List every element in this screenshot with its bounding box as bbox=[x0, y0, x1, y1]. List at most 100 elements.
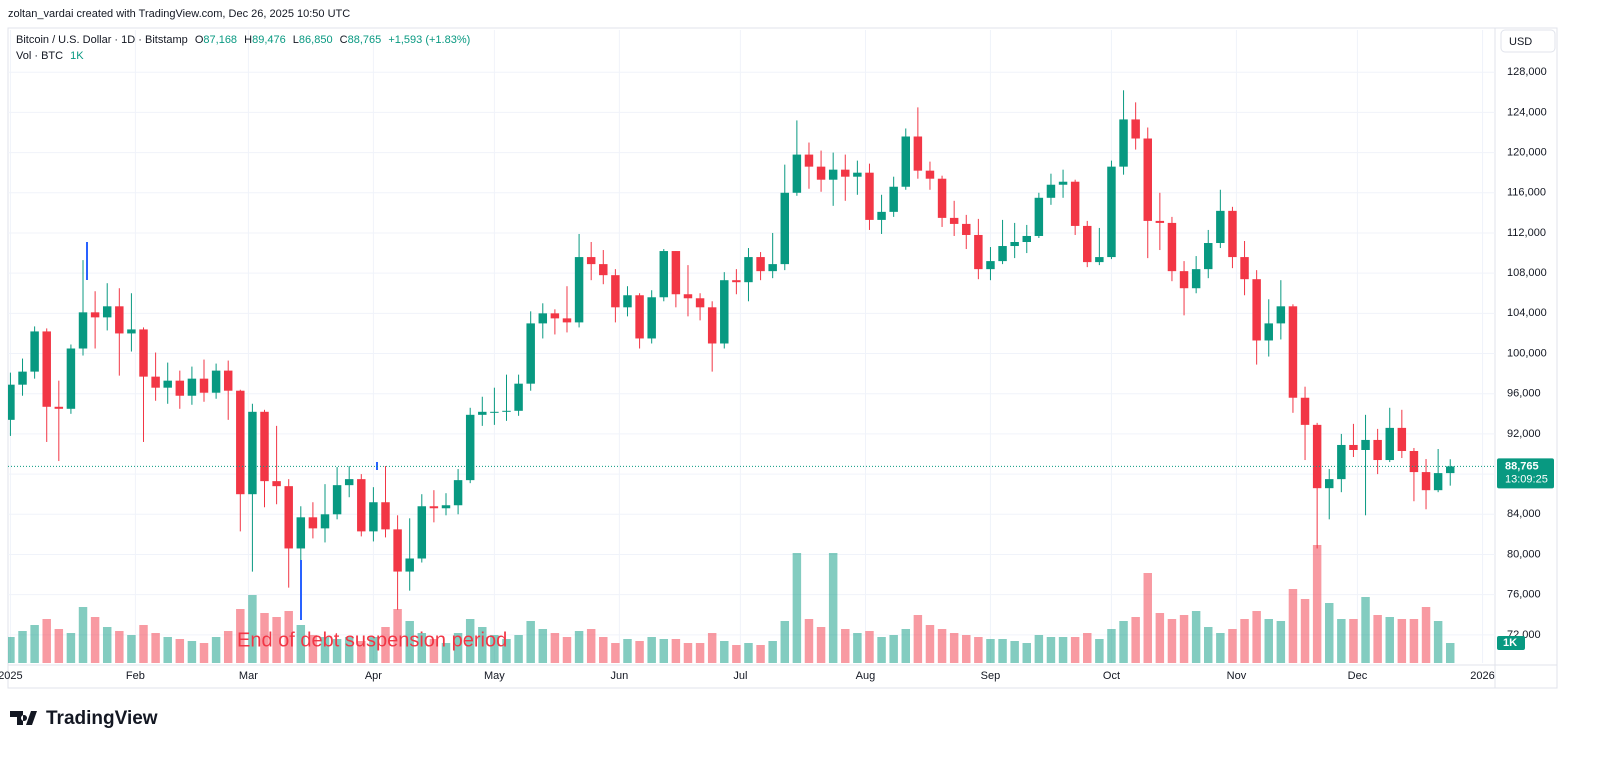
chart-frame bbox=[7, 27, 1558, 689]
volume-bar bbox=[1373, 615, 1382, 663]
volume-bar bbox=[1058, 637, 1068, 663]
brand: TradingView bbox=[46, 708, 158, 729]
currency[interactable]: USD bbox=[1509, 36, 1532, 48]
y-tick-label: 84,000 bbox=[1507, 508, 1541, 520]
volume-bar bbox=[744, 643, 753, 663]
candle-body bbox=[1083, 225, 1092, 263]
volume-bar bbox=[1397, 619, 1407, 663]
volume-bar bbox=[465, 619, 475, 663]
candle-body bbox=[586, 257, 596, 265]
volume-bar bbox=[1409, 619, 1419, 663]
candle-body bbox=[877, 211, 886, 220]
candle-body bbox=[102, 306, 112, 318]
volume-bar bbox=[1325, 603, 1334, 663]
candle-body bbox=[284, 486, 293, 549]
candle-body bbox=[405, 558, 414, 572]
volume-bar bbox=[1385, 617, 1394, 663]
candle-body bbox=[1385, 427, 1394, 461]
candle-body bbox=[1325, 479, 1334, 489]
candle-body bbox=[42, 331, 51, 407]
candle-body bbox=[949, 217, 959, 224]
x-tick-label: Mar bbox=[239, 670, 258, 682]
y-tick-label: 108,000 bbox=[1507, 267, 1547, 279]
volume-bar bbox=[768, 641, 777, 663]
candle-body bbox=[974, 234, 983, 270]
volume-bar bbox=[18, 631, 27, 663]
volume-bar bbox=[1337, 619, 1346, 663]
y-tick-label: 96,000 bbox=[1507, 388, 1541, 400]
volume-bar bbox=[865, 631, 874, 663]
candle-body bbox=[925, 170, 935, 179]
quote-value: 88,765 bbox=[348, 34, 382, 46]
candle-body bbox=[90, 312, 100, 318]
volume-bar bbox=[453, 633, 463, 663]
candle-body bbox=[1264, 323, 1273, 341]
candle-body bbox=[1216, 210, 1225, 244]
candle-body bbox=[1312, 424, 1322, 489]
candle-body bbox=[8, 384, 15, 420]
candle-body bbox=[175, 380, 185, 396]
countdown: 13:09:25 bbox=[1505, 473, 1548, 485]
x-tick-label: Oct bbox=[1103, 670, 1120, 682]
volume-title: Vol · BTC bbox=[16, 50, 63, 62]
candle-body bbox=[223, 370, 233, 391]
grid bbox=[8, 30, 1495, 663]
volume-bar bbox=[998, 639, 1007, 663]
y-tick-label: 124,000 bbox=[1507, 106, 1547, 118]
candle-body bbox=[744, 257, 753, 283]
volume-bar bbox=[490, 635, 499, 663]
candle-body bbox=[768, 264, 777, 272]
candle-body bbox=[151, 376, 160, 388]
volume-bar bbox=[1433, 621, 1443, 663]
volume-bar bbox=[211, 637, 221, 663]
x-tick-label: Nov bbox=[1227, 670, 1247, 682]
volume-bar bbox=[127, 635, 136, 663]
candle-body bbox=[441, 505, 451, 509]
volume-bar bbox=[175, 639, 185, 663]
candle-body bbox=[986, 261, 995, 270]
candle-body bbox=[1167, 222, 1177, 272]
x-tick-label: Jun bbox=[611, 670, 629, 682]
volume-bar bbox=[1143, 573, 1152, 663]
volume-bar bbox=[163, 637, 172, 663]
volume-bar bbox=[695, 643, 705, 663]
volume-bar bbox=[296, 625, 306, 663]
candle-body bbox=[1445, 466, 1455, 474]
volume-bar bbox=[102, 627, 112, 663]
volume-bar bbox=[707, 633, 717, 663]
volume-bar bbox=[1191, 611, 1201, 663]
volume-bar bbox=[526, 621, 535, 663]
x-tick-label: Sep bbox=[981, 670, 1001, 682]
candle-body bbox=[54, 406, 64, 409]
volume-badge bbox=[1497, 636, 1525, 650]
candle-body bbox=[417, 506, 427, 559]
candle-body bbox=[1397, 427, 1407, 451]
volume-bar bbox=[841, 629, 850, 663]
volume-bar bbox=[1010, 641, 1019, 663]
y-tick-label: 104,000 bbox=[1507, 307, 1547, 319]
candle-body bbox=[465, 414, 475, 481]
candle-body bbox=[671, 251, 681, 295]
volume-bar bbox=[66, 633, 76, 663]
candle-body bbox=[1228, 210, 1237, 258]
volume-bar bbox=[284, 611, 293, 663]
currency-button[interactable] bbox=[1500, 29, 1556, 53]
volume-bar bbox=[1312, 545, 1322, 663]
volume-bar bbox=[1349, 619, 1358, 663]
volume-bar bbox=[780, 621, 790, 663]
quote-key: C bbox=[340, 34, 348, 46]
volume-bar bbox=[502, 639, 511, 663]
candle-body bbox=[320, 514, 330, 529]
x-tick-label: Dec bbox=[1348, 670, 1368, 682]
candle-body bbox=[889, 186, 898, 212]
volume-bar bbox=[623, 639, 632, 663]
volume-bar bbox=[1034, 635, 1044, 663]
volume-bar bbox=[1022, 643, 1031, 663]
volume-bar bbox=[889, 635, 898, 663]
candle-body bbox=[344, 479, 354, 486]
candle-body bbox=[683, 294, 693, 299]
volume-pane bbox=[8, 545, 1455, 663]
candle-body bbox=[841, 169, 850, 177]
volume-bar bbox=[828, 553, 838, 663]
